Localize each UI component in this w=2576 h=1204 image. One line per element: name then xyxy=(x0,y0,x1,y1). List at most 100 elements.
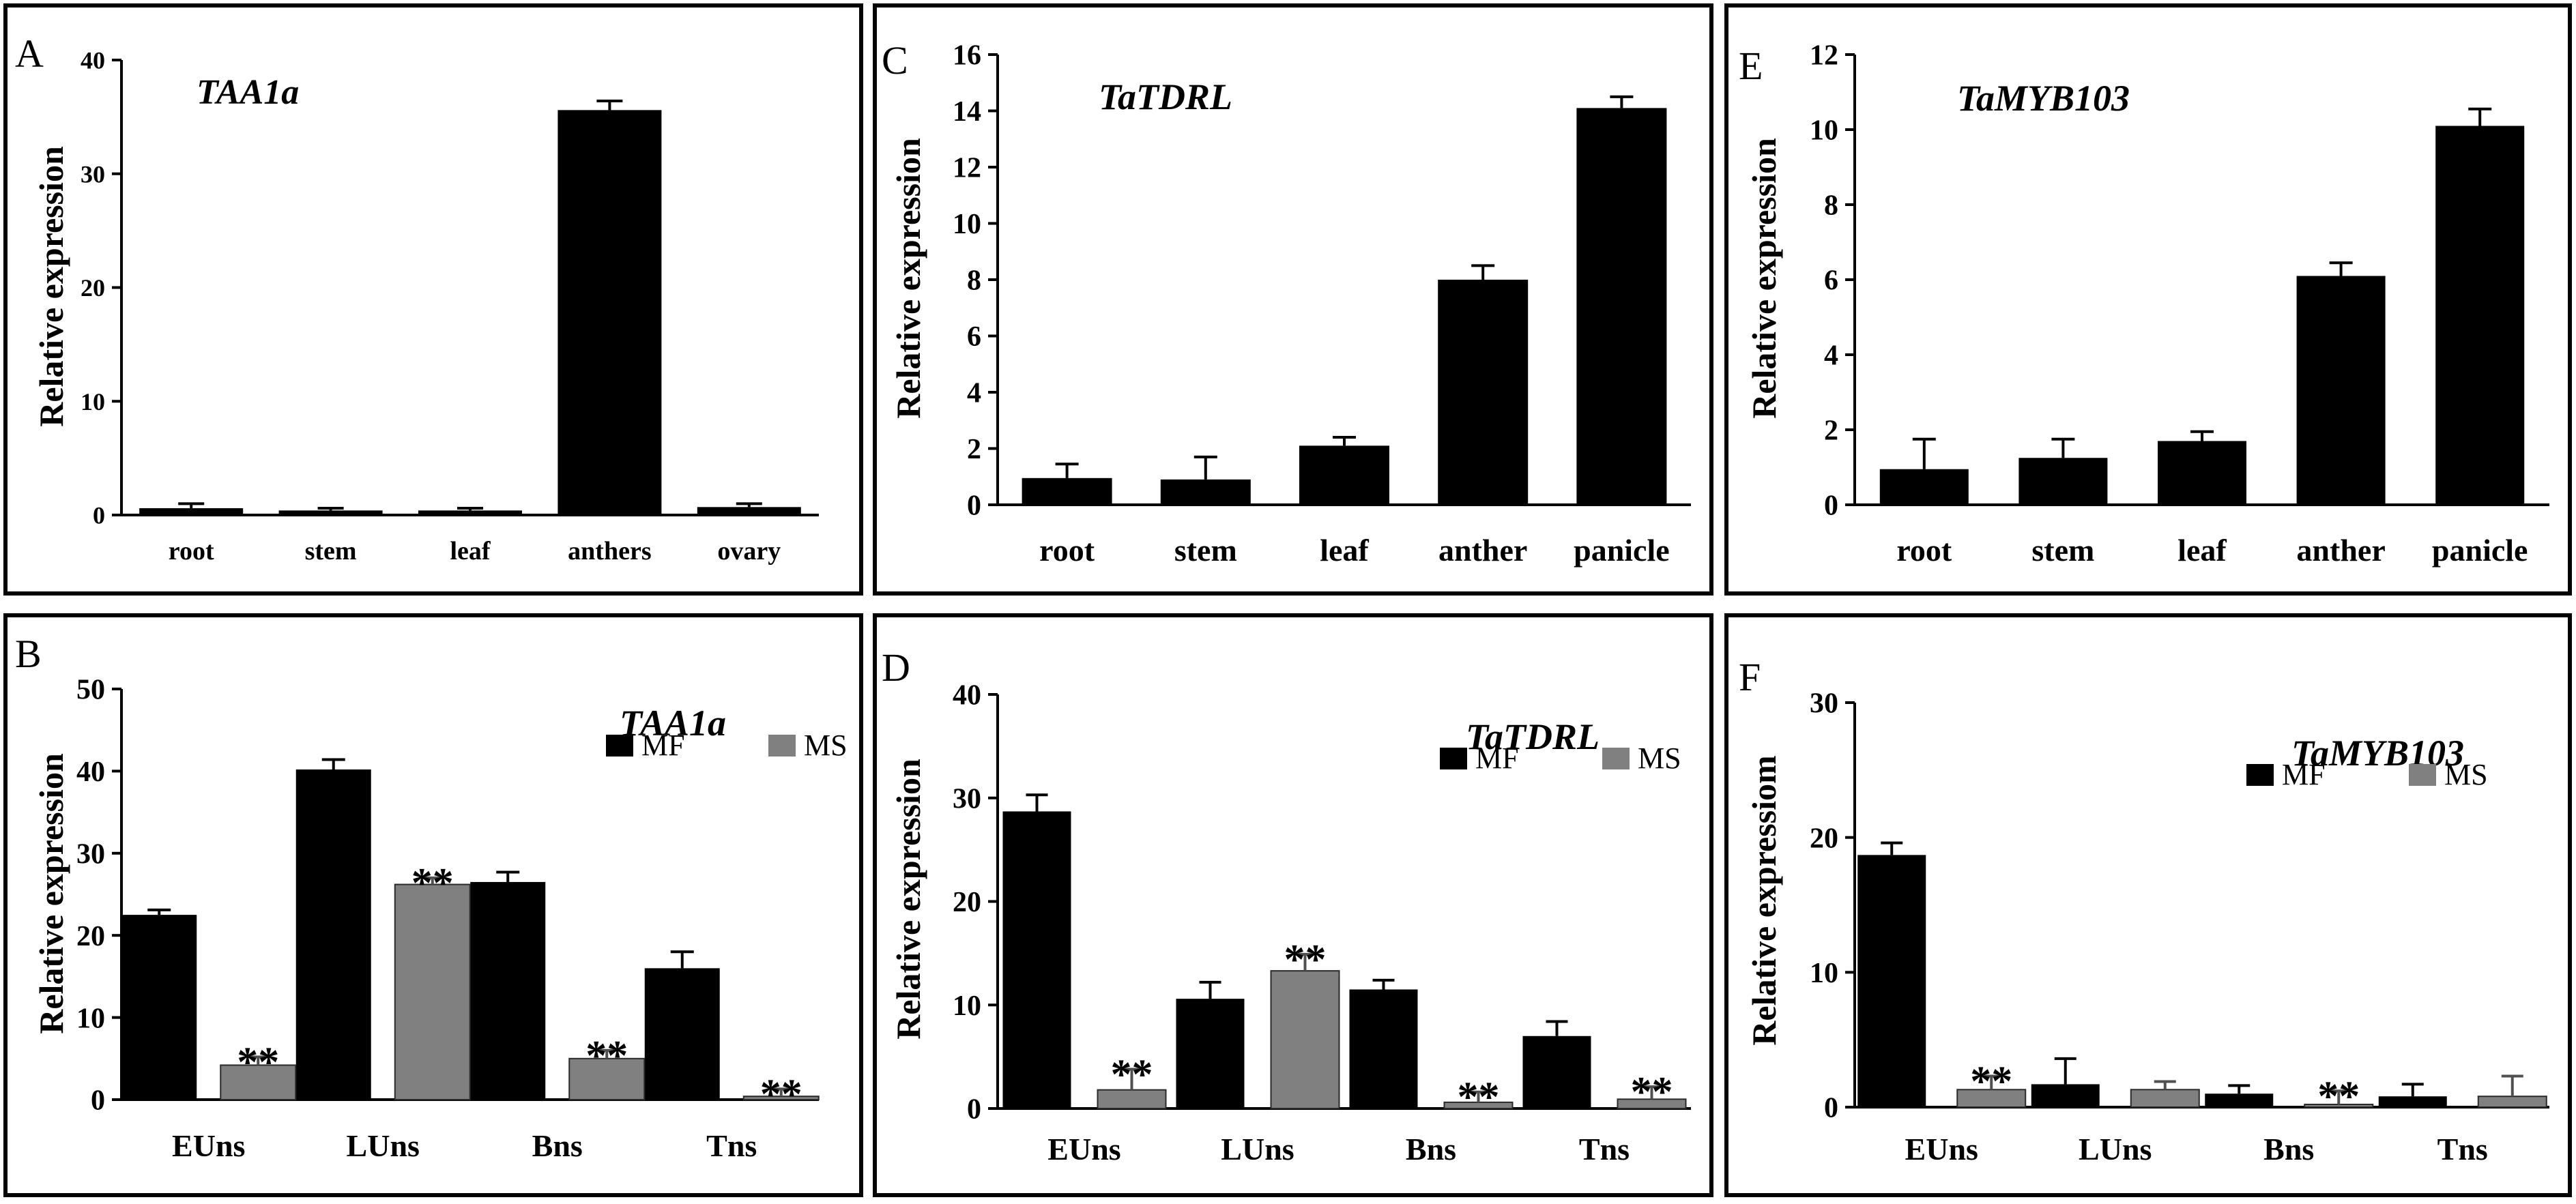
panel-letter-b: B xyxy=(15,632,42,676)
panel-letter-e: E xyxy=(1739,44,1763,88)
legend-swatch-d xyxy=(1602,748,1630,769)
significance-mark-b: ** xyxy=(760,1071,802,1117)
panel-letter-a: A xyxy=(15,31,44,76)
significance-mark-d: ** xyxy=(1111,1051,1153,1098)
x-tick-label-f: Tns xyxy=(2437,1132,2488,1166)
y-tick-label-e: 6 xyxy=(1824,265,1838,297)
gene-title-c: TaTDRL xyxy=(1099,76,1232,117)
y-tick-label-e: 0 xyxy=(1824,490,1838,522)
y-tick-label-c: 8 xyxy=(967,265,981,297)
panel-frame-a xyxy=(3,3,863,596)
bar-f-ms xyxy=(2477,1096,2547,1108)
y-tick-label-b: 0 xyxy=(91,1085,105,1117)
x-tick-label-b: Tns xyxy=(706,1128,757,1163)
y-tick-label-f: 30 xyxy=(1810,688,1838,720)
y-axis-label-c: Relative expression xyxy=(889,138,927,419)
bar-b-mf xyxy=(121,915,197,1100)
panel-frame-e xyxy=(1724,3,2572,596)
bar-b-ms xyxy=(568,1057,646,1101)
y-tick-label-b: 50 xyxy=(76,675,105,706)
y-tick-label-a: 30 xyxy=(81,160,105,188)
bar-a-value xyxy=(139,508,244,515)
y-tick-label-c: 0 xyxy=(967,490,981,522)
y-tick-label-c: 2 xyxy=(967,434,981,465)
significance-mark-f: ** xyxy=(1970,1059,2012,1105)
x-tick-label-b: LUns xyxy=(347,1128,420,1163)
legend-label-b: MF xyxy=(641,729,685,762)
legend-swatch-d xyxy=(1440,748,1467,769)
bar-b-mf xyxy=(295,769,371,1100)
x-tick-label-d: Bns xyxy=(1406,1132,1456,1166)
y-tick-label-c: 12 xyxy=(953,153,981,184)
x-tick-label-f: EUns xyxy=(1905,1132,1978,1166)
y-tick-label-b: 10 xyxy=(76,1003,105,1034)
bar-d-mf xyxy=(1522,1036,1591,1108)
y-tick-label-e: 2 xyxy=(1824,415,1838,447)
x-tick-label-f: Bns xyxy=(2263,1132,2314,1166)
legend-swatch-f xyxy=(2409,764,2436,786)
bar-b-ms xyxy=(394,883,471,1100)
bar-f-ms xyxy=(2130,1089,2200,1108)
y-tick-label-c: 4 xyxy=(967,378,981,409)
bar-a-value xyxy=(278,510,383,515)
x-tick-label-d: Tns xyxy=(1579,1132,1630,1166)
y-tick-label-a: 0 xyxy=(93,502,105,529)
panel-letter-c: C xyxy=(882,38,908,83)
legend-label-d: MS xyxy=(1638,742,1681,775)
bar-d-mf xyxy=(1349,989,1418,1108)
bar-a-value xyxy=(697,507,801,515)
gene-title-d: TaTDRL xyxy=(1466,716,1600,757)
panel-letter-d: D xyxy=(882,645,910,690)
x-tick-label-c: root xyxy=(1039,533,1095,568)
x-tick-label-e: stem xyxy=(2031,533,2094,568)
significance-mark-d: ** xyxy=(1631,1069,1673,1115)
y-tick-label-a: 40 xyxy=(81,47,105,74)
bar-c-value xyxy=(1576,108,1667,505)
bar-d-mf xyxy=(1002,811,1071,1108)
x-tick-label-a: root xyxy=(169,537,214,566)
y-tick-label-f: 20 xyxy=(1810,823,1838,854)
y-tick-label-b: 40 xyxy=(76,757,105,788)
bar-e-value xyxy=(2296,276,2386,505)
bar-c-value xyxy=(1438,280,1529,505)
y-tick-label-d: 0 xyxy=(967,1094,981,1126)
y-tick-label-d: 30 xyxy=(953,783,981,814)
y-tick-label-f: 0 xyxy=(1824,1093,1838,1124)
y-tick-label-a: 20 xyxy=(81,274,105,302)
legend-label-b: MS xyxy=(804,729,848,762)
x-tick-label-c: panicle xyxy=(1574,533,1670,568)
bar-b-mf xyxy=(644,968,720,1100)
bar-c-value xyxy=(1160,479,1251,505)
legend-label-d: MF xyxy=(1475,742,1519,775)
x-tick-label-d: EUns xyxy=(1047,1132,1120,1166)
y-tick-label-a: 10 xyxy=(81,388,105,415)
bar-e-value xyxy=(2018,458,2108,505)
bar-f-mf xyxy=(1857,855,1926,1107)
bar-b-mf xyxy=(470,881,546,1100)
bar-e-value xyxy=(2435,126,2525,505)
bar-f-mf xyxy=(2378,1096,2447,1107)
x-tick-label-c: leaf xyxy=(1320,533,1369,568)
x-tick-label-a: ovary xyxy=(717,537,781,566)
y-tick-label-e: 8 xyxy=(1824,190,1838,222)
y-tick-label-c: 14 xyxy=(953,96,981,128)
y-axis-label-f: Relative expressiom xyxy=(1745,755,1783,1045)
bar-c-value xyxy=(1299,445,1389,505)
x-tick-label-a: stem xyxy=(305,537,357,566)
y-tick-label-d: 10 xyxy=(953,990,981,1022)
y-tick-label-c: 6 xyxy=(967,321,981,353)
bar-e-value xyxy=(2158,441,2246,505)
x-tick-label-e: panicle xyxy=(2432,533,2528,568)
significance-mark-b: ** xyxy=(585,1033,628,1079)
bar-f-mf xyxy=(2205,1093,2274,1107)
bar-a-value xyxy=(418,510,522,515)
y-tick-label-e: 4 xyxy=(1824,340,1838,372)
x-tick-label-e: leaf xyxy=(2177,533,2227,568)
bar-d-mf xyxy=(1176,999,1245,1108)
legend-swatch-b xyxy=(768,735,796,757)
y-tick-label-c: 10 xyxy=(953,209,981,240)
y-tick-label-b: 20 xyxy=(76,921,105,952)
x-tick-label-a: leaf xyxy=(450,537,491,566)
legend-swatch-b xyxy=(606,735,633,757)
